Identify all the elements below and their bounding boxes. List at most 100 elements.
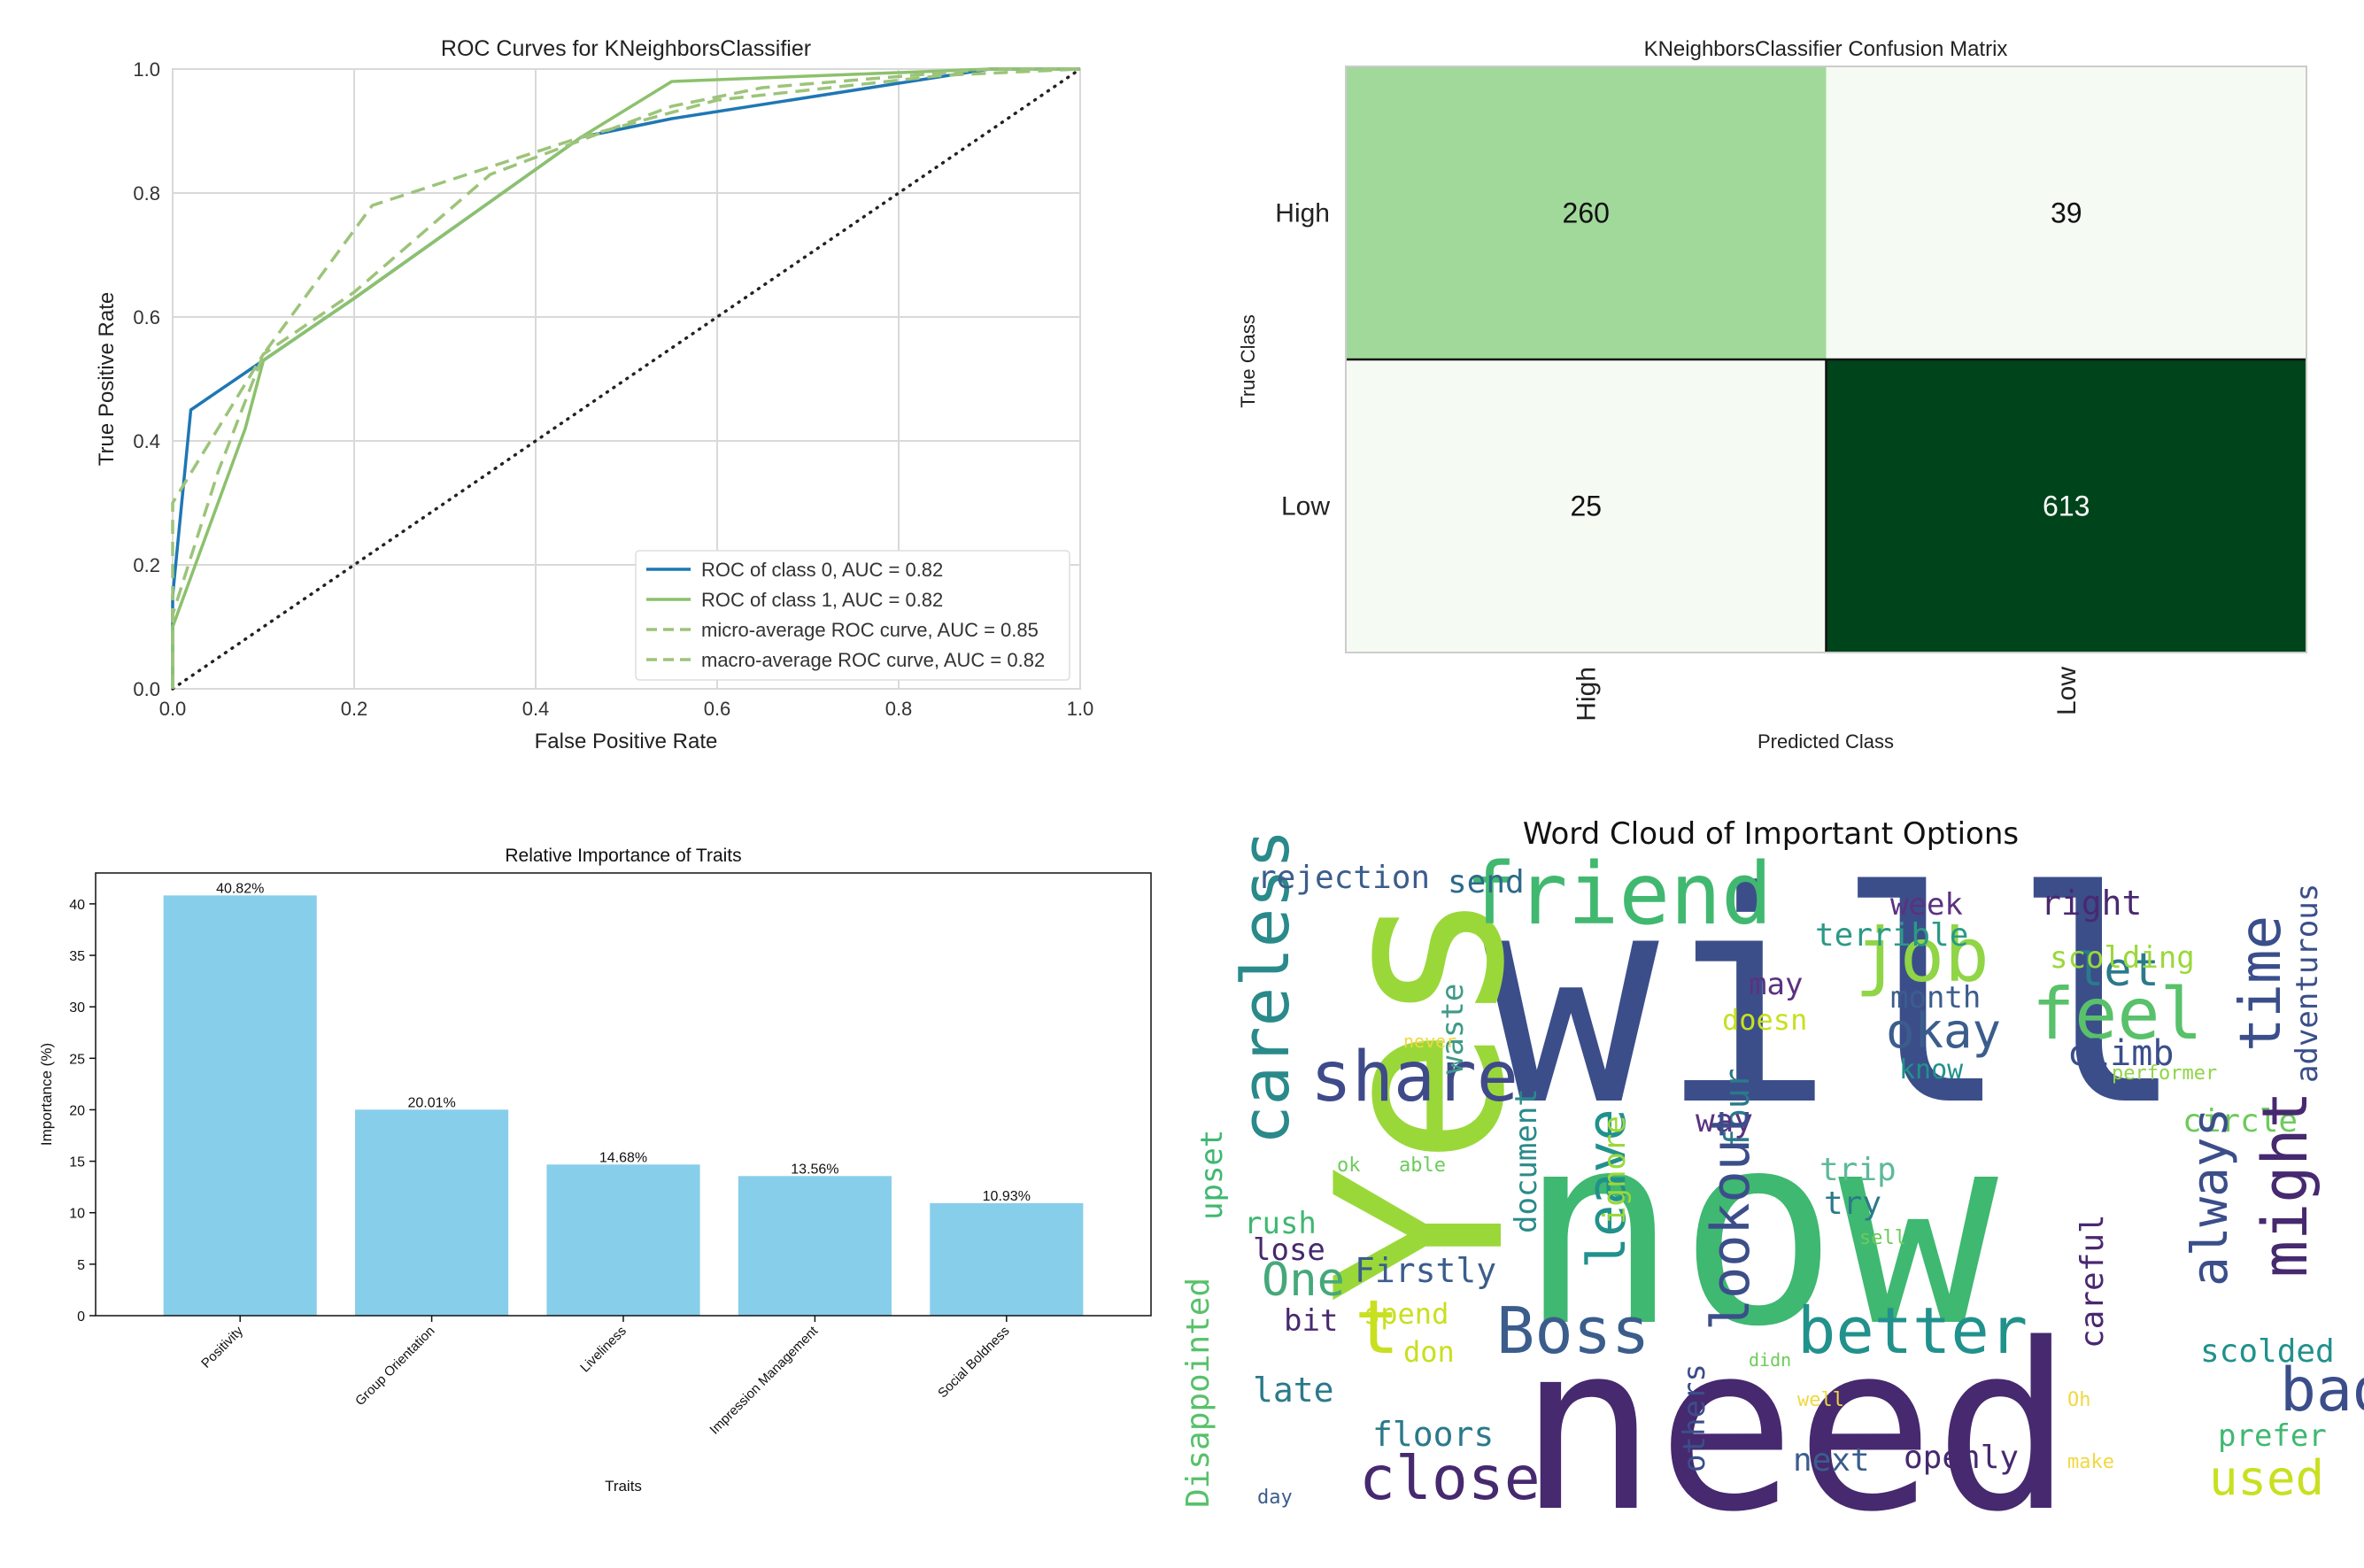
cm-row-label: High <box>1275 199 1330 228</box>
roc-y-tick: 0.8 <box>133 182 160 205</box>
bar-value-label: 10.93% <box>983 1189 1031 1204</box>
word-cloud-word: know <box>1899 1054 1964 1085</box>
word-cloud-word: rush <box>1244 1206 1317 1241</box>
word-cloud-word: four <box>1718 1068 1757 1149</box>
bar-y-tick: 25 <box>69 1052 85 1067</box>
word-cloud-word: Boss <box>1496 1294 1649 1368</box>
roc-title: ROC Curves for KNeighborsClassifier <box>441 36 811 61</box>
word-cloud-word: waste <box>1435 984 1471 1074</box>
roc-x-tick: 0.4 <box>522 698 550 720</box>
word-cloud-word: friend <box>1465 845 1773 944</box>
bar-1 <box>355 1109 509 1316</box>
bar-3 <box>738 1176 892 1316</box>
word-cloud-word: right <box>2041 884 2142 923</box>
bar-2 <box>546 1164 700 1316</box>
word-cloud-word: careless <box>1228 830 1304 1145</box>
word-cloud-word: close <box>1359 1444 1541 1514</box>
word-cloud-word: document <box>1509 1088 1544 1233</box>
word-cloud-word: time <box>2229 915 2294 1052</box>
word-cloud-word: Oh <box>2067 1389 2091 1411</box>
word-cloud-word: prefer <box>2218 1418 2327 1454</box>
word-cloud-word: month <box>1890 980 1981 1016</box>
word-cloud-word: doesn <box>1722 1003 1807 1037</box>
roc-y-label: True Positive Rate <box>95 292 119 467</box>
word-cloud-word: circle <box>2182 1103 2298 1139</box>
bar-x-tick: Liveliness <box>577 1324 630 1376</box>
word-cloud-word: able <box>1399 1155 1446 1177</box>
word-cloud-word: let <box>2076 944 2159 997</box>
roc-x-tick: 0.6 <box>704 698 731 720</box>
word-cloud-word: ok <box>1337 1155 1361 1177</box>
bar-y-tick: 40 <box>69 898 85 913</box>
bar-value-label: 13.56% <box>791 1162 838 1177</box>
bar-4 <box>930 1202 1084 1316</box>
word-cloud-word: One <box>1262 1254 1345 1307</box>
word-cloud-word: always <box>2182 1108 2239 1286</box>
roc-legend-label: ROC of class 1, AUC = 0.82 <box>701 589 943 611</box>
roc-x-tick: 0.0 <box>159 698 187 720</box>
word-cloud-word: make <box>2067 1451 2114 1473</box>
bar-x-tick: Group Orientation <box>352 1324 437 1409</box>
cm-col-label: High <box>1572 667 1601 722</box>
cm-axis-tick-labels: High Low High Low <box>1275 199 2081 722</box>
roc-ticks: 0.0 0.2 0.4 0.6 0.8 1.0 0.0 0.2 0.4 0.6 0.8 1.0 <box>133 58 1093 720</box>
word-cloud-word: lose <box>1253 1232 1325 1268</box>
roc-legend-box <box>635 550 1070 681</box>
word-cloud-word: lookout <box>1700 1107 1762 1331</box>
word-cloud-word: don <box>1403 1335 1455 1369</box>
roc-y-tick: 0.2 <box>133 554 160 576</box>
word-cloud-word: floors <box>1372 1415 1494 1454</box>
word-cloud-word: never <box>1403 1031 1456 1052</box>
bar-x-tick: Positivity <box>198 1323 246 1371</box>
word-cloud-word: bad <box>2280 1356 2364 1425</box>
roc-legend-label: ROC of class 0, AUC = 0.82 <box>701 559 943 581</box>
cm-cells: 260 39 25 613 <box>1346 66 2306 653</box>
cm-cell <box>1346 359 1827 653</box>
bar-y-tick: 20 <box>69 1103 85 1118</box>
word-cloud-word: send <box>1448 864 1525 900</box>
bar-value-label: 20.01% <box>407 1095 455 1110</box>
roc-x-tick: 0.2 <box>341 698 368 720</box>
bar-y-ticks: 0 5 10 15 20 25 30 35 40 <box>69 898 96 1325</box>
roc-legend-label: micro-average ROC curve, AUC = 0.85 <box>701 619 1039 641</box>
word-cloud-word: ignore <box>1597 1116 1633 1224</box>
cm-y-label: True Class <box>1237 314 1259 408</box>
roc-series-line-3 <box>171 67 1080 689</box>
trait-importance-panel: Relative Importance of Traits 0 5 10 15 20 25… <box>0 782 1182 1564</box>
word-cloud-word: bit <box>1284 1303 1338 1339</box>
cm-cell <box>1826 66 2306 359</box>
word-cloud-word: might <box>2249 1091 2322 1278</box>
bar-y-tick: 15 <box>69 1155 85 1170</box>
roc-reference-line <box>171 67 1082 691</box>
bar-y-tick: 0 <box>77 1309 85 1325</box>
cm-title: KNeighborsClassifier Confusion Matrix <box>1644 37 2008 61</box>
roc-chart: ROC Curves for KNeighborsClassifier 0.0 0… <box>95 36 1093 753</box>
roc-series-line-1 <box>171 67 1080 689</box>
word-cloud-word: share <box>1310 1038 1518 1117</box>
word-cloud-word: openly <box>1904 1440 2019 1476</box>
roc-curve-panel: ROC Curves for KNeighborsClassifier 0.0 0… <box>0 0 1182 782</box>
bar-0 <box>163 895 317 1316</box>
word-cloud-word: terrible <box>1815 917 1968 954</box>
bar-y-tick: 5 <box>77 1258 85 1273</box>
word-cloud-word: will <box>1483 830 2187 1170</box>
roc-x-tick: 0.8 <box>885 698 913 720</box>
confusion-matrix-panel: KNeighborsClassifier Confusion Matrix 26… <box>1182 0 2364 782</box>
bar-y-tick: 30 <box>69 1000 85 1016</box>
word-cloud-word: rejection <box>1257 860 1430 896</box>
bar-value-label: 40.82% <box>216 881 264 896</box>
word-cloud-word: Disappointed <box>1182 1278 1217 1508</box>
roc-y-tick: 0.4 <box>133 430 160 452</box>
word-cloud-word: next <box>1793 1442 1870 1479</box>
word-cloud-title: Word Cloud of Important Options <box>1523 816 2019 852</box>
word-cloud-word: scolding <box>2050 940 2195 976</box>
cm-cell-value: 39 <box>2051 197 2082 229</box>
cm-cell <box>1826 359 2306 653</box>
word-cloud-word: climb <box>2067 1033 2174 1074</box>
word-cloud-word: spend <box>1364 1297 1449 1331</box>
word-cloud-word: day <box>1257 1487 1293 1509</box>
cm-x-label: Predicted Class <box>1758 730 1894 753</box>
word-cloud-word: sell <box>1859 1227 1906 1249</box>
word-cloud-word: need <box>1518 1295 2073 1563</box>
word-cloud-word: leave <box>1576 1108 1638 1269</box>
